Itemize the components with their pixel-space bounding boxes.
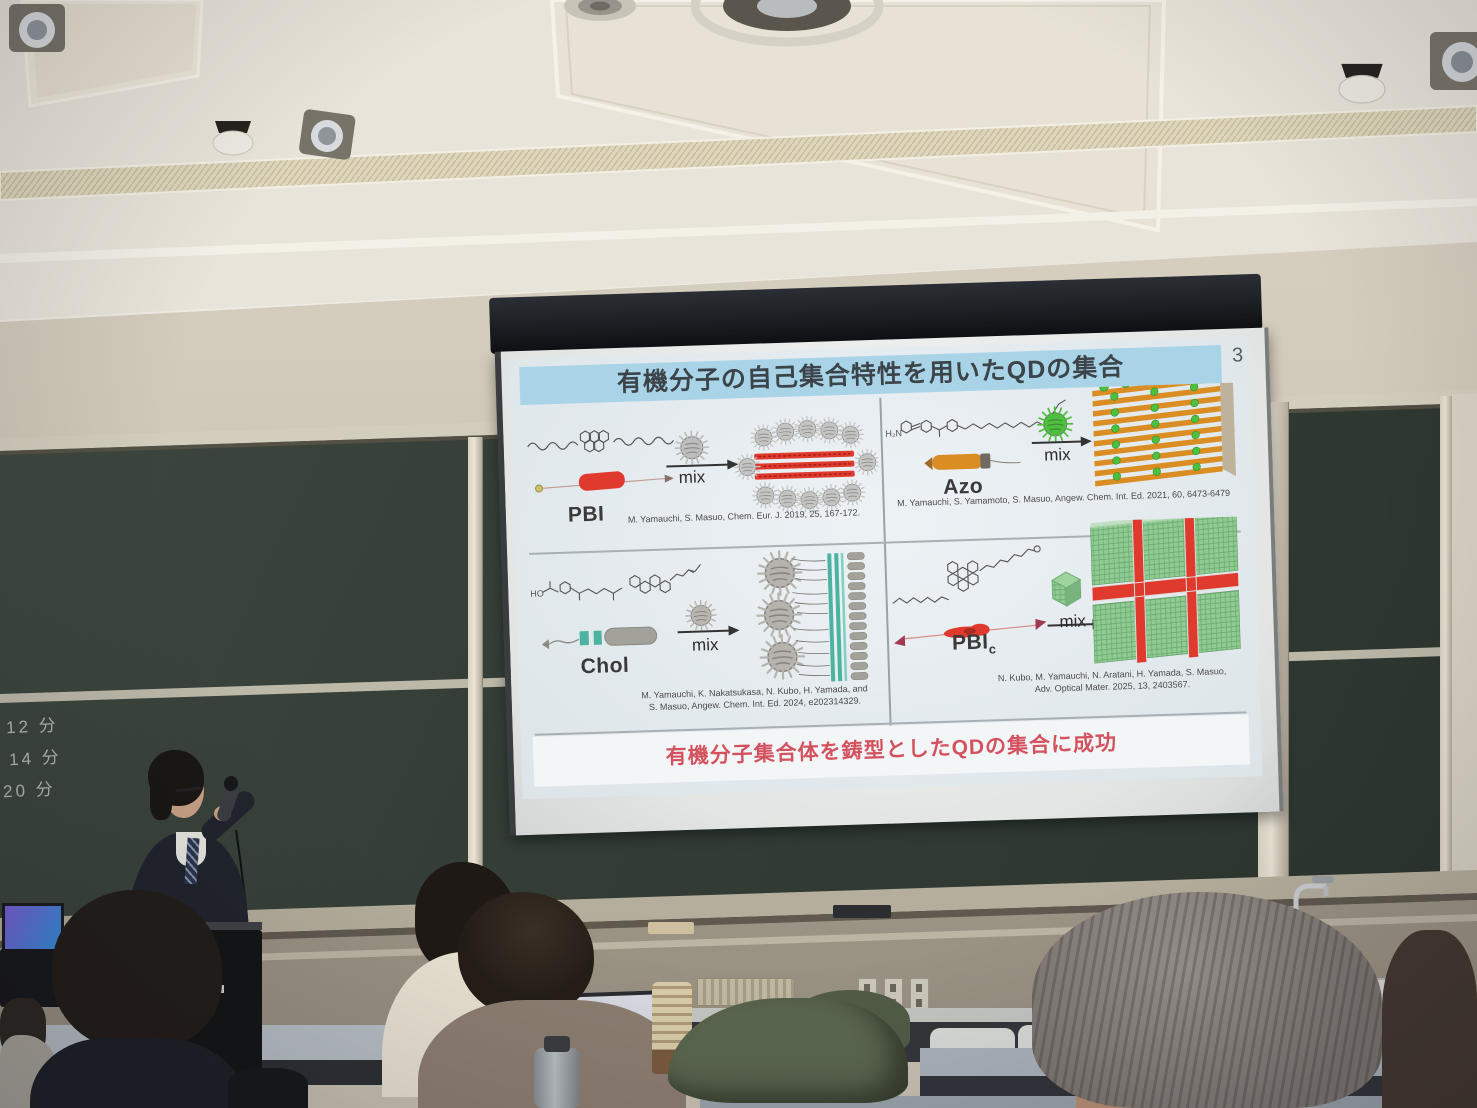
quantum-dot-cube-icon	[1051, 571, 1082, 607]
gray-hair-texture	[1032, 892, 1382, 1108]
mix-label: mix	[691, 634, 719, 655]
presenter-hair-side	[150, 782, 172, 820]
pbi-illustration	[527, 415, 881, 514]
ceiling-light-icon	[9, 4, 65, 52]
pbic-assembly-product	[1090, 516, 1241, 664]
projection-screen: 有機分子の自己集合特性を用いたQDの集合 3	[489, 273, 1284, 838]
water-bottle-icon	[534, 1048, 580, 1108]
mix-label: mix	[1059, 611, 1087, 632]
molecule-label-text: PBI	[951, 630, 989, 655]
chol-molecule-icon: HO	[530, 564, 701, 601]
mix-arrow-icon	[666, 459, 739, 470]
ceiling-vent-icon	[0, 104, 1477, 202]
azo-molecule-icon: H₂N	[885, 399, 1066, 439]
ceiling-ridge	[0, 198, 1477, 263]
chalk-note: 12 分	[5, 715, 60, 738]
faucet-icon	[1293, 876, 1334, 962]
pbic-molecule-icon	[892, 545, 1041, 604]
audience-head-gray-hair	[1032, 892, 1382, 1108]
panel-azo: H₂N	[884, 382, 1240, 542]
hydroxyl-atom-label: HO	[530, 588, 544, 598]
quantum-dot-icon	[684, 599, 718, 632]
molecule-label: Chol	[580, 653, 630, 679]
bottle-cap	[544, 1036, 570, 1052]
ceiling-sensor-icon	[1338, 63, 1386, 104]
mix-label: mix	[1043, 444, 1071, 465]
audience-body	[30, 1038, 245, 1108]
ceiling-sensor-icon	[212, 121, 254, 156]
ceiling-cove	[549, 0, 1167, 233]
ceiling-light-icon	[564, 0, 636, 21]
av-equipment	[0, 949, 62, 1007]
azo-fiber-cartoon-icon	[924, 453, 1021, 471]
molecule-label: PBIc	[952, 630, 997, 658]
slide: 有機分子の自己集合特性を用いたQDの集合 3	[508, 336, 1263, 800]
pbi-assembly-product	[733, 415, 881, 514]
chol-assembly-product	[755, 549, 869, 682]
side-wall-strip	[1452, 394, 1477, 914]
blackboard-eraser	[833, 905, 891, 918]
quantum-dot-icon	[673, 429, 710, 466]
chol-fiber-cartoon-icon	[541, 626, 658, 650]
audience-shoulder	[228, 1068, 308, 1108]
panel-pbic: PBIc mix N. Kubo, M. Yamauchi, N. Aratan…	[889, 516, 1246, 722]
quantum-dot-icon	[1036, 405, 1074, 443]
ceiling-light-icon	[690, 0, 884, 47]
audience-head	[458, 892, 594, 1018]
molecule-label: PBI	[567, 502, 605, 527]
azo-illustration: H₂N	[885, 382, 1236, 487]
mix-arrow-icon	[677, 625, 740, 636]
power-outlet-icon	[910, 978, 929, 1013]
audience-head	[1382, 930, 1477, 1108]
blackboard-vertical-rail	[468, 437, 483, 907]
panel-chol: HO	[529, 546, 886, 733]
pbic-fiber-cartoon-icon	[894, 618, 1047, 647]
tray-chalk-box	[648, 922, 694, 934]
ceiling-light-icon	[299, 109, 356, 160]
amine-atom-label: H₂N	[885, 428, 902, 439]
pbi-fiber-cartoon-icon	[535, 471, 674, 493]
page-number: 3	[1231, 344, 1244, 367]
podium-top	[166, 922, 262, 930]
chalk-note: 20 分	[2, 779, 57, 802]
pbi-molecule-icon	[527, 429, 675, 453]
mix-arrow-icon	[1031, 436, 1092, 447]
mix-label: mix	[678, 467, 706, 488]
ceiling-light-icon	[1430, 32, 1477, 90]
azo-assembly-product	[1092, 382, 1236, 487]
molecule-label-subscript: c	[988, 641, 997, 657]
chol-illustration: HO	[530, 549, 869, 682]
panel-pbi: PBI mix M. Yamauchi, S. Masuo, Chem. Eur…	[525, 398, 881, 554]
audience-head	[52, 890, 222, 1050]
pbic-illustration	[892, 516, 1241, 664]
chalk-note: 14 分	[8, 747, 63, 770]
